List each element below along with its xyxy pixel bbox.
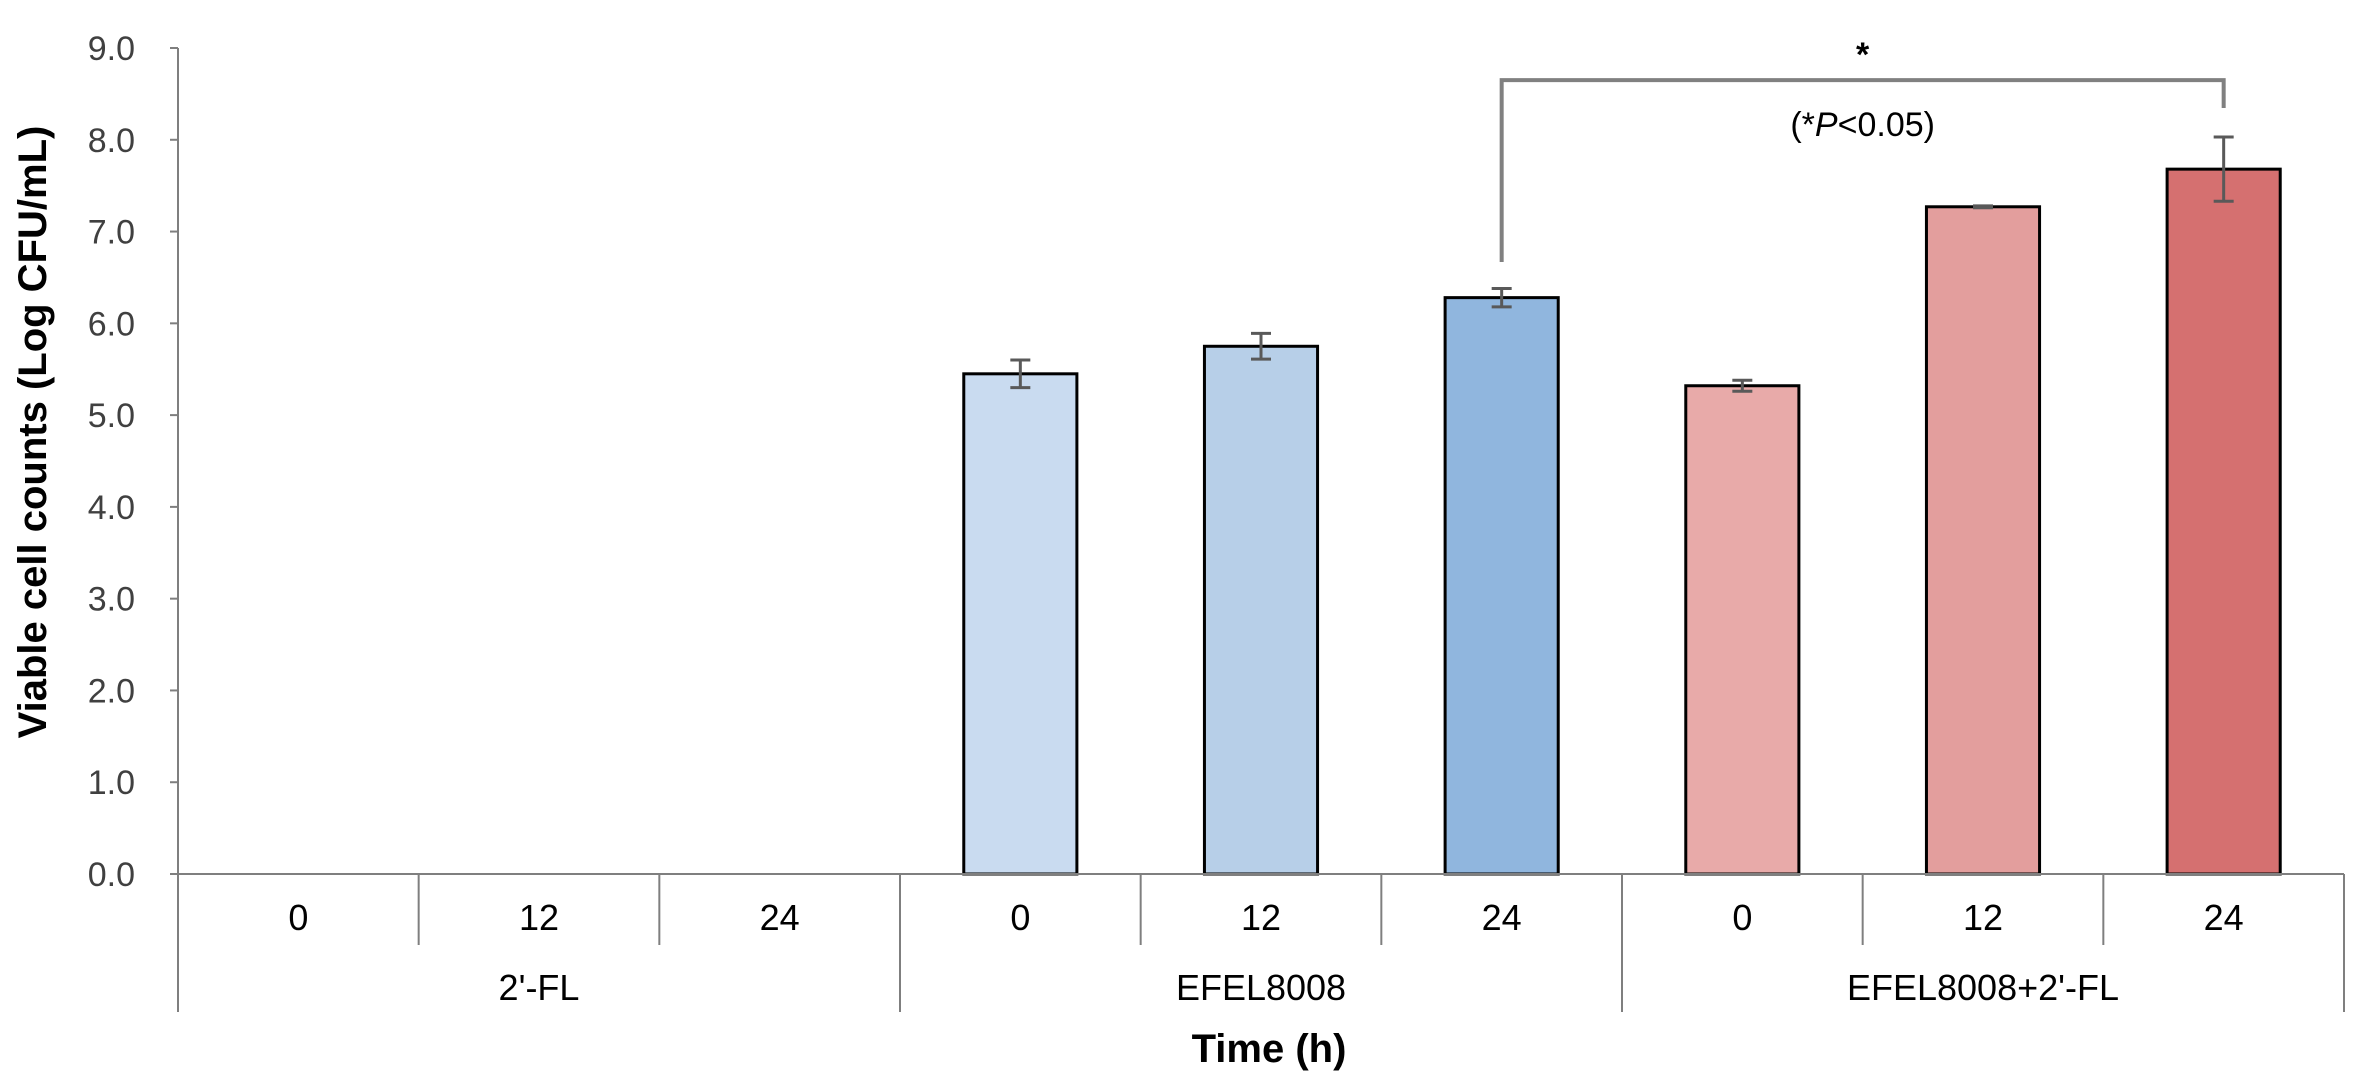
y-tick-label: 8.0: [88, 122, 135, 160]
group-label: 2'-FL: [499, 967, 580, 1008]
group-label: EFEL8008+2'-FL: [1847, 967, 2119, 1008]
time-label: 0: [1732, 897, 1752, 938]
significance-star: *: [1856, 36, 1870, 74]
significance-bracket: * (*P<0.05): [1499, 36, 2226, 262]
y-axis-ticks: 0.0 1.0 2.0 3.0 4.0 5.0 6.0 7.0 8.0 9.0: [88, 30, 178, 894]
time-label: 0: [1010, 897, 1030, 938]
bar: [1443, 296, 1560, 876]
y-tick-label: 1.0: [88, 764, 135, 802]
time-label: 24: [2204, 897, 2244, 938]
error-bars-layer: [1010, 135, 2234, 393]
y-axis-title: Viable cell counts (Log CFU/mL): [11, 126, 55, 739]
note-suffix: <0.05): [1838, 106, 1935, 144]
time-label: 0: [288, 897, 308, 938]
time-label: 12: [519, 897, 559, 938]
note-p: P: [1815, 106, 1838, 144]
y-tick-label: 6.0: [88, 305, 135, 343]
y-tick-label: 2.0: [88, 672, 135, 710]
y-tick-label: 4.0: [88, 489, 135, 527]
y-tick-label: 9.0: [88, 30, 135, 68]
time-label: 12: [1241, 897, 1281, 938]
note-prefix: (*: [1790, 106, 1815, 144]
y-tick-label: 7.0: [88, 214, 135, 252]
bar: [1684, 384, 1801, 876]
axes-layer: [177, 48, 2345, 1012]
bars-layer: [962, 167, 2282, 876]
bar: [962, 372, 1079, 876]
category-labels-layer: 0 12 24 2'-FL 0 12 24 EFEL8008 0 12 24 EFEL8008+2'-…: [288, 897, 2243, 1008]
group-label: EFEL8008: [1176, 967, 1346, 1008]
x-axis-title: Time (h): [1192, 1027, 1347, 1071]
significance-line: [1499, 78, 2226, 262]
y-tick-label: 5.0: [88, 397, 135, 435]
bar: [1202, 344, 1320, 876]
time-label: 24: [760, 897, 800, 938]
bar: [1924, 205, 2042, 876]
bar: [2165, 167, 2282, 876]
y-tick-label: 0.0: [88, 856, 135, 894]
y-tick-label: 3.0: [88, 581, 135, 619]
time-label: 24: [1482, 897, 1522, 938]
significance-note: (*P<0.05): [1790, 106, 1935, 144]
time-label: 12: [1963, 897, 2003, 938]
